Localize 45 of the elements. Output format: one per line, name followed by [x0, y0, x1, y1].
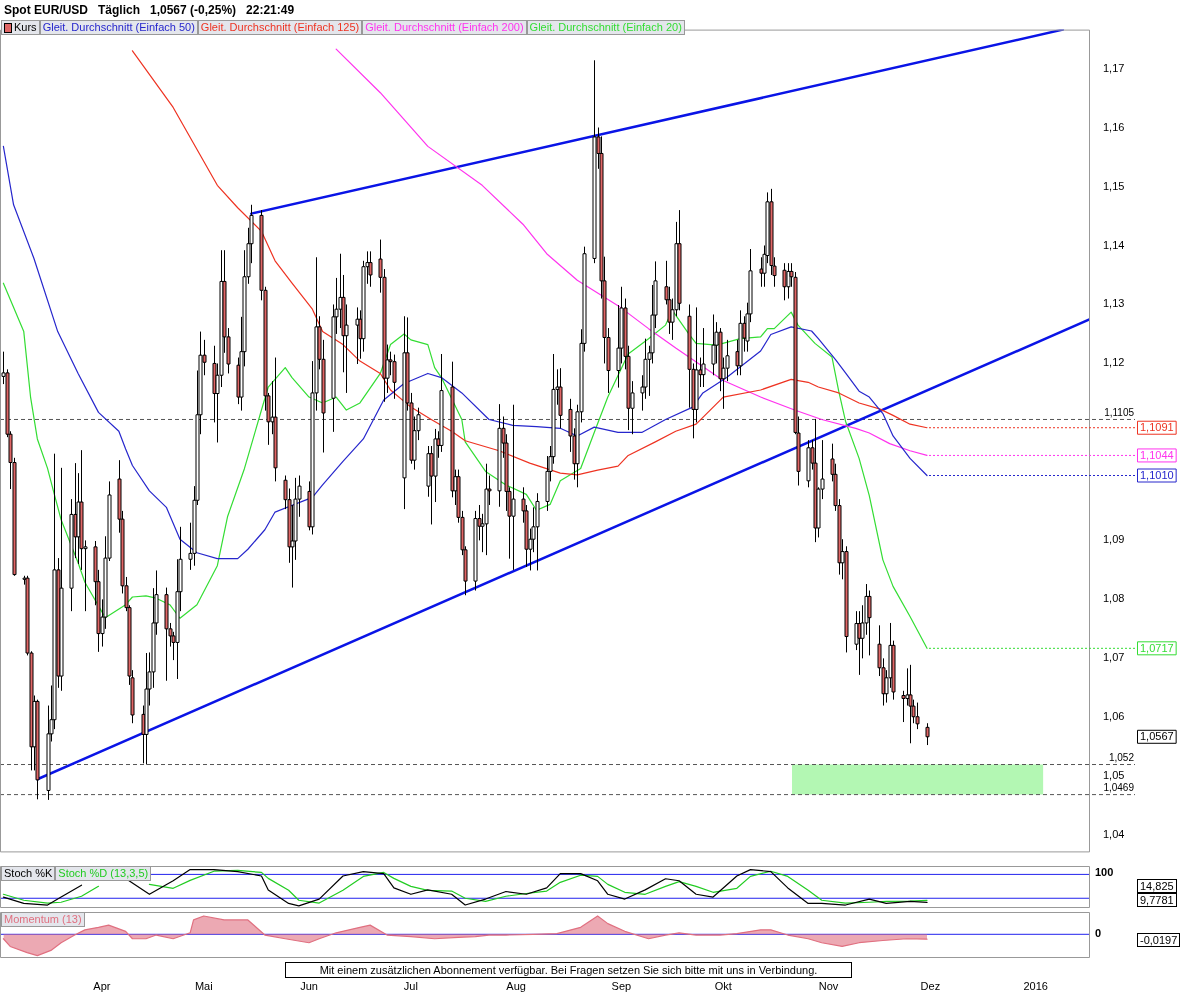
- y-tick-label: 1,14: [1103, 238, 1125, 251]
- x-tick-label: Okt: [714, 979, 732, 992]
- y-tick-label: 1,04: [1103, 828, 1125, 841]
- ref-line-label: 1,0469: [1103, 782, 1135, 794]
- ref-line-label: 1,1105: [1104, 407, 1135, 419]
- text: Mit einem zusätzlichen Abonnement verfügbar. Bei Fragen setzen Sie sich bitte mit uns in Verbindung.: [285, 962, 852, 978]
- y-tick-label: 1,05: [1103, 769, 1125, 782]
- y-tick-label: 1,08: [1103, 592, 1125, 605]
- data-label: 1,1091: [1140, 421, 1174, 434]
- y-tick-label: 1,16: [1103, 120, 1125, 133]
- text: Gleit. Durchschnitt (Einfach 125): [197, 20, 363, 35]
- chart-title: Spot EUR/USD Täglich 1,0567 (-0,25%) 22:21:49: [4, 3, 295, 17]
- text: -0,0197: [1137, 933, 1181, 947]
- text: 0: [1095, 926, 1102, 940]
- y-tick-label: 1,06: [1103, 710, 1125, 723]
- x-tick-label: Dez: [920, 979, 941, 992]
- x-tick-label: Jun: [300, 979, 318, 992]
- y-tick-label: 1,15: [1103, 179, 1125, 192]
- x-tick-label: Nov: [818, 979, 839, 992]
- ref-line-label: 1,052: [1108, 752, 1135, 764]
- x-tick-label: Jul: [403, 979, 418, 992]
- text: 100: [1095, 865, 1114, 879]
- data-label: 1,1010: [1140, 469, 1174, 482]
- text: 9,7781: [1137, 893, 1177, 907]
- y-tick-label: 1,17: [1103, 61, 1125, 74]
- text: Gleit. Durchschnitt (Einfach 20): [526, 20, 685, 35]
- series-label: Stoch %D (13,3,5): [55, 866, 152, 881]
- y-tick-label: 1,07: [1103, 651, 1125, 664]
- y-tick-label: 1,13: [1103, 297, 1125, 310]
- text: 1,0567: [1140, 730, 1174, 743]
- y-tick-label: 1,12: [1103, 356, 1125, 369]
- x-tick-label: Mai: [194, 979, 213, 992]
- text: Gleit. Durchschnitt (Einfach 200): [362, 20, 527, 35]
- x-tick-label: Sep: [611, 979, 632, 992]
- data-label: 1,0717: [1140, 641, 1174, 654]
- x-tick-label: Aug: [506, 979, 526, 992]
- x-tick-label: Apr: [93, 979, 111, 992]
- series-label: Stoch %K: [1, 866, 56, 881]
- y-tick-label: 1,09: [1103, 533, 1125, 546]
- text: Gleit. Durchschnitt (Einfach 50): [39, 20, 198, 35]
- text: 14,825: [1137, 879, 1177, 893]
- x-tick-label: 2016: [1023, 979, 1048, 992]
- legend-label: Kurs: [14, 21, 37, 34]
- series-label: Momentum (13): [1, 912, 85, 927]
- data-label: 1,1044: [1140, 448, 1174, 461]
